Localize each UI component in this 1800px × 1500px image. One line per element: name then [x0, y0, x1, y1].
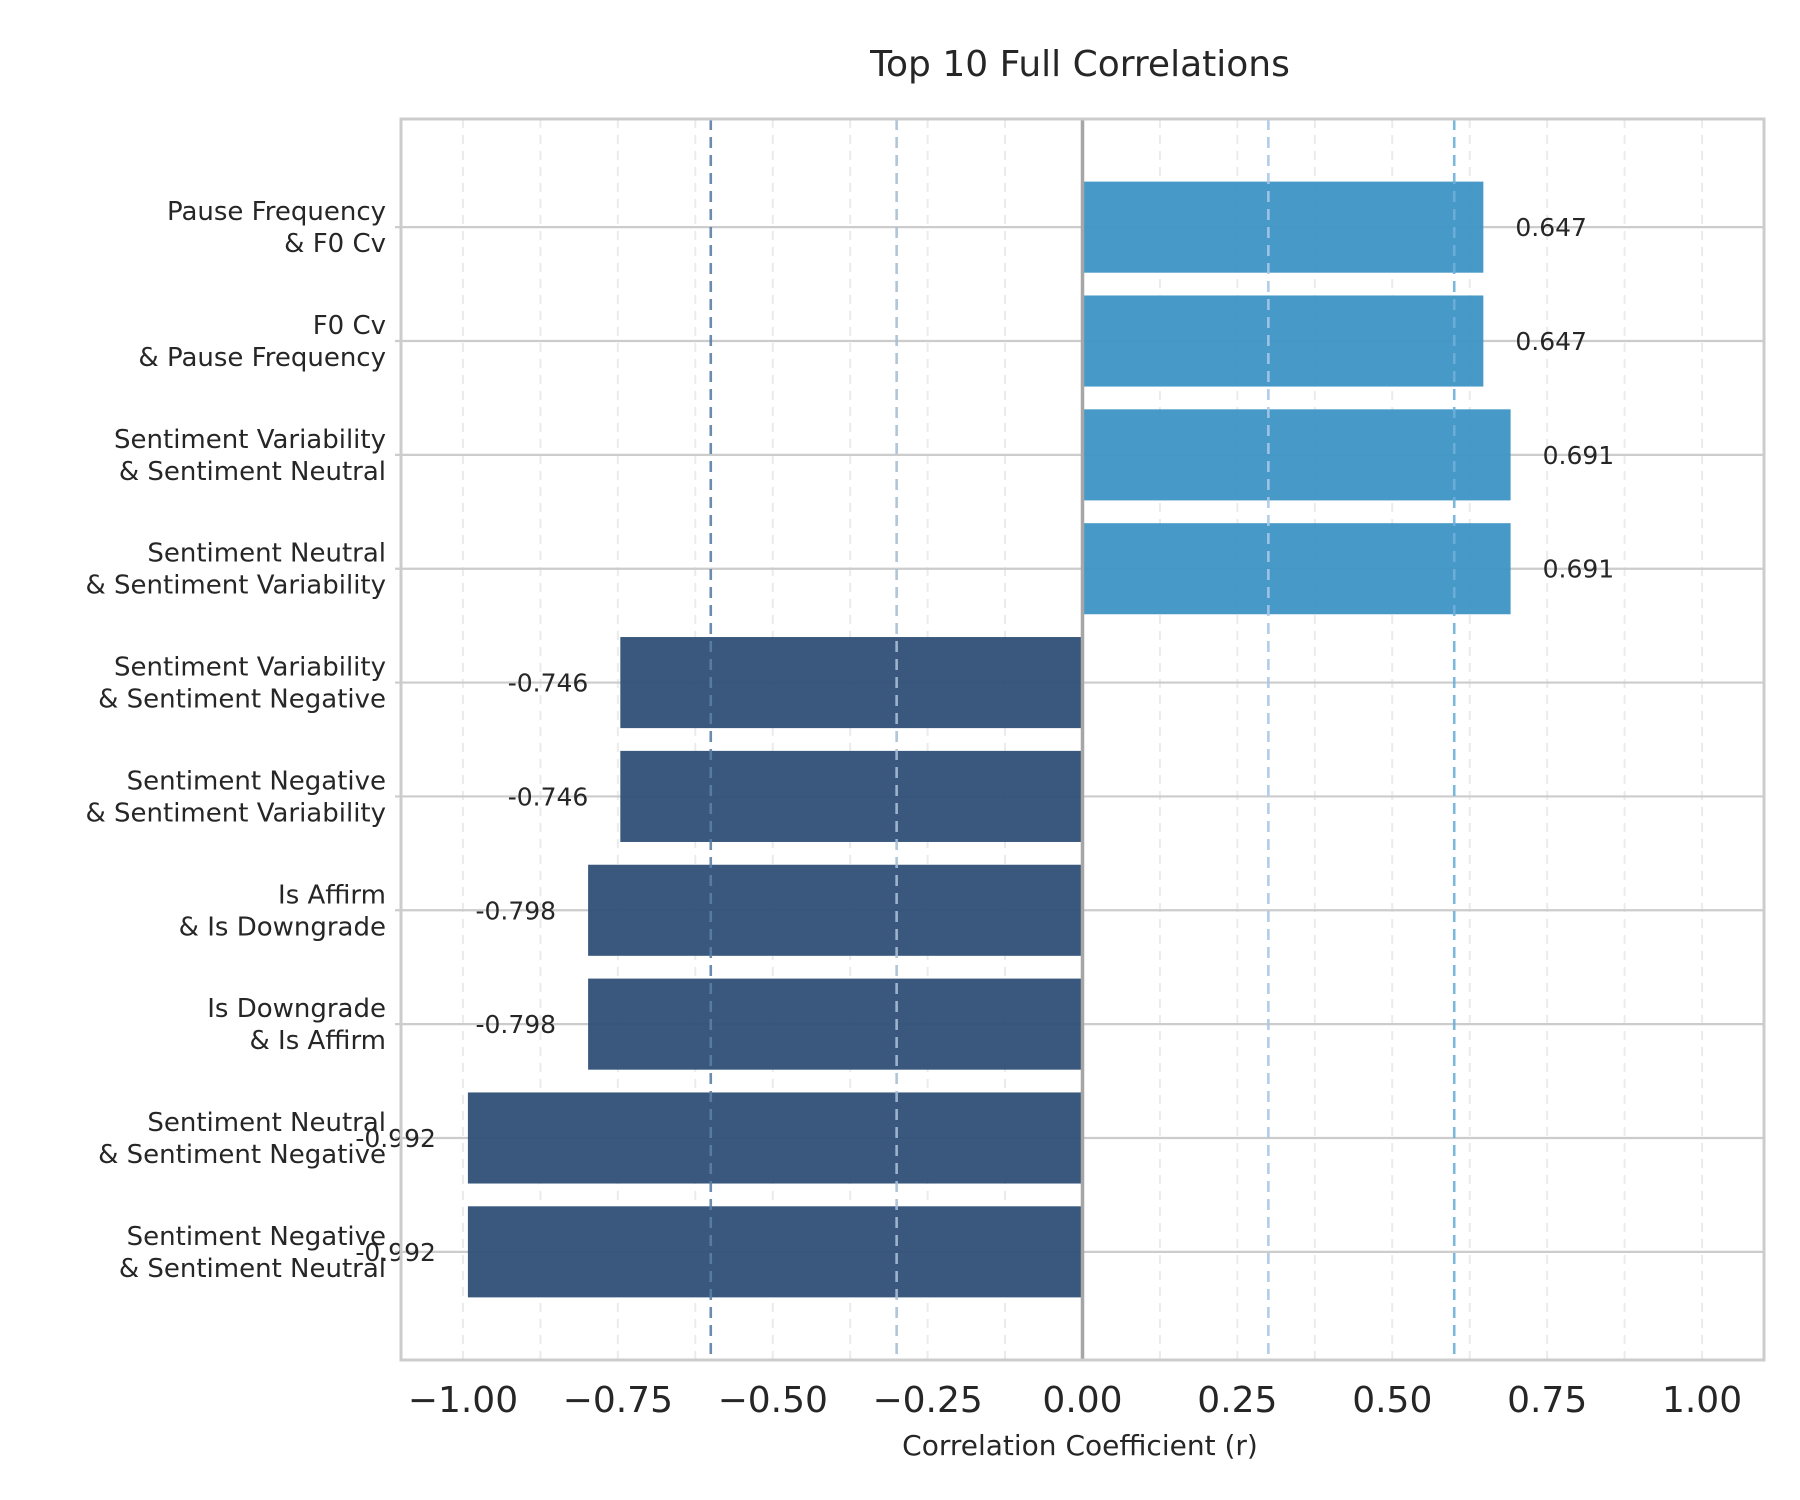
x-tick-label: 0.50 — [1352, 1380, 1432, 1421]
bar — [1082, 523, 1511, 615]
x-tick-label: −0.25 — [872, 1380, 982, 1421]
y-tick-label: Pause Frequency & F0 Cv — [167, 197, 386, 259]
x-tick-label: 1.00 — [1662, 1380, 1742, 1421]
bar-value-label: 0.647 — [1515, 327, 1587, 356]
y-tick-label: Sentiment Neutral & Sentiment Negative — [98, 1108, 386, 1170]
plot-frame — [399, 117, 1766, 1362]
bar-value-label: 0.691 — [1543, 555, 1615, 584]
bar — [467, 1206, 1083, 1298]
y-tick-label: F0 Cv & Pause Frequency — [138, 311, 386, 373]
x-tick-label: −0.50 — [718, 1380, 828, 1421]
bar-value-label: -0.992 — [355, 1238, 436, 1267]
bar-value-label: -0.746 — [508, 782, 589, 811]
x-tick-label: 0.25 — [1197, 1380, 1277, 1421]
x-tick-label: 0.00 — [1042, 1380, 1122, 1421]
x-tick-label: −1.00 — [408, 1380, 518, 1421]
bar-value-label: 0.691 — [1543, 441, 1615, 470]
x-tick-label: −0.75 — [563, 1380, 673, 1421]
bar-value-label: -0.798 — [476, 896, 557, 925]
x-tick-label: 0.75 — [1507, 1380, 1587, 1421]
y-tick-label: Sentiment Variability & Sentiment Neutral — [114, 425, 386, 487]
y-tick-label: Sentiment Variability & Sentiment Negativ… — [98, 653, 386, 715]
bar — [620, 750, 1083, 842]
bar — [588, 978, 1083, 1070]
y-tick-label: Sentiment Negative & Sentiment Neutral — [119, 1222, 386, 1284]
y-tick-label: Is Affirm & Is Downgrade — [179, 880, 386, 942]
bar — [588, 864, 1083, 956]
bar-value-label: -0.992 — [355, 1124, 436, 1153]
bar-value-label: -0.746 — [508, 669, 589, 698]
bar — [467, 1092, 1083, 1184]
y-tick-label: Sentiment Neutral & Sentiment Variability — [86, 539, 387, 601]
bar — [1082, 409, 1511, 501]
bar — [620, 637, 1083, 729]
bar-value-label: 0.647 — [1515, 213, 1587, 242]
y-tick-label: Is Downgrade & Is Affirm — [207, 994, 386, 1056]
y-tick-label: Sentiment Negative & Sentiment Variabilit… — [86, 766, 387, 828]
chart-title: Top 10 Full Correlations — [869, 44, 1290, 85]
bar — [1082, 295, 1484, 387]
bar-value-label: -0.798 — [476, 1010, 557, 1039]
bar — [1082, 181, 1484, 273]
x-axis-label: Correlation Coefficient (r) — [902, 1429, 1258, 1462]
